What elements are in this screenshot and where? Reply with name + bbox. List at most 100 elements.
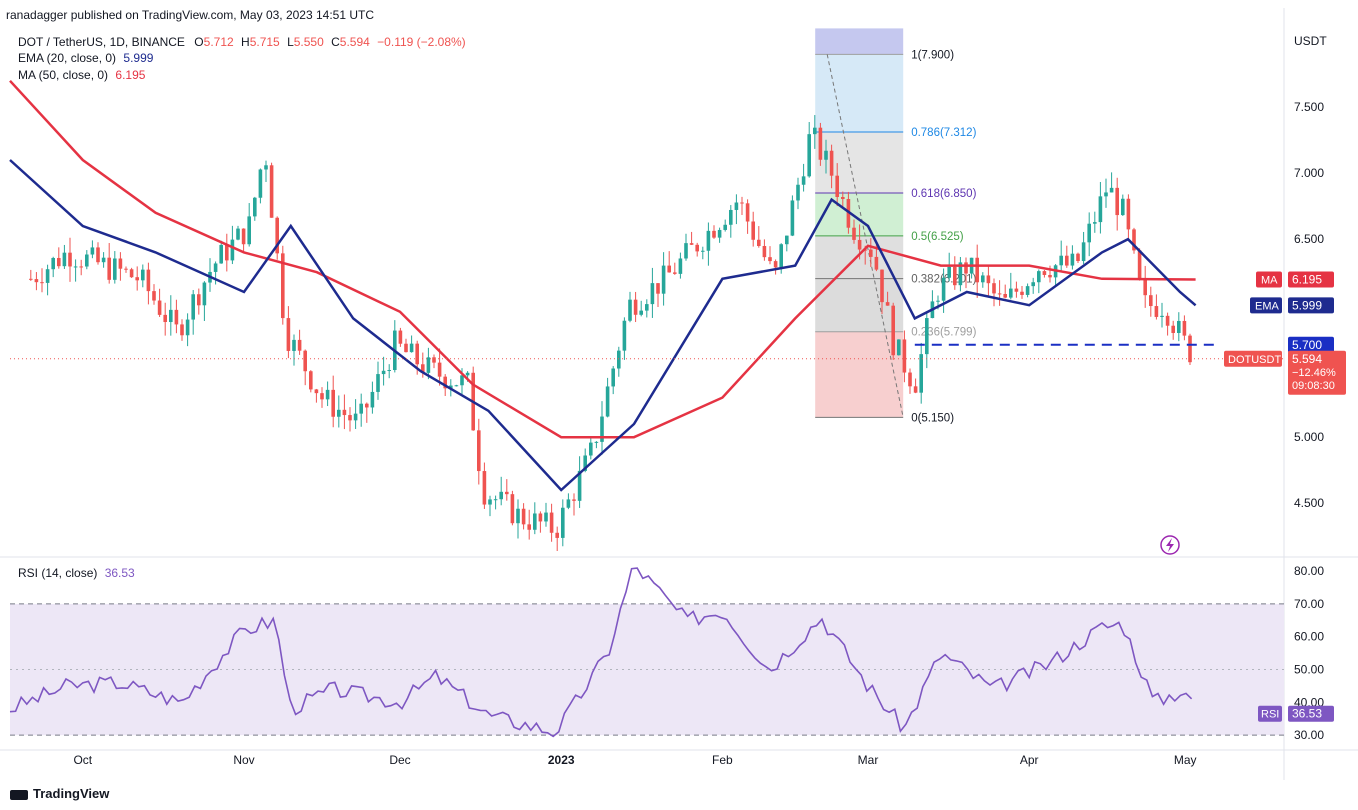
candle-body — [751, 221, 755, 240]
ema-price-tag-text: 5.999 — [1292, 298, 1322, 312]
candle-body — [1098, 196, 1103, 223]
candle-body — [678, 258, 683, 274]
candle-body — [796, 184, 800, 201]
time-tick-label: Nov — [233, 753, 254, 767]
candle-body — [129, 269, 134, 278]
price-tick-label: 4.500 — [1294, 496, 1324, 510]
candle-body — [1137, 250, 1142, 279]
candle-body — [717, 229, 722, 238]
rsi-tick-label: 60.00 — [1294, 630, 1324, 644]
candle-body — [1048, 274, 1052, 278]
candle-body — [986, 275, 991, 284]
candle-body — [712, 230, 716, 238]
candle-body — [247, 216, 251, 245]
time-tick-label: Apr — [1020, 753, 1039, 767]
candle-body — [493, 499, 498, 501]
candle-body — [908, 372, 912, 387]
fib-level-label: 0.618(6.850) — [911, 188, 976, 200]
ohlc-l-label: L — [287, 35, 294, 49]
rsi-tick-label: 70.00 — [1294, 597, 1324, 611]
candle-body — [673, 272, 677, 274]
price-tick-label: 7.500 — [1294, 100, 1324, 114]
candle-body — [1177, 320, 1181, 333]
candle-body — [241, 228, 246, 245]
candle-body — [163, 314, 167, 323]
price-tick-label: 7.000 — [1294, 166, 1324, 180]
candle-body — [857, 239, 862, 250]
candle-body — [897, 339, 901, 356]
candle-body — [1037, 271, 1041, 283]
last-price-countdown: 09:08:30 — [1292, 380, 1335, 392]
fib-trend-line — [826, 54, 904, 418]
candle-body — [549, 512, 554, 533]
candle-body — [846, 199, 851, 228]
ohlc-change: −0.119 (−2.08%) — [377, 35, 466, 49]
candle-body — [29, 278, 33, 280]
candle-body — [73, 266, 78, 268]
candle-body — [913, 386, 918, 393]
candle-body — [443, 376, 447, 389]
candles-group — [29, 115, 1192, 551]
candle-body — [605, 386, 610, 417]
candle-body — [1020, 291, 1024, 295]
price-tick-label: 5.000 — [1294, 430, 1324, 444]
candle-body — [919, 354, 923, 393]
ohlc-c-label: C — [331, 35, 340, 49]
candle-body — [740, 202, 744, 204]
candle-body — [516, 508, 520, 524]
candle-body — [286, 318, 291, 351]
last-price-tag — [1288, 350, 1346, 395]
candle-body — [421, 364, 425, 373]
candle-body — [639, 310, 643, 315]
candle-body — [135, 277, 139, 281]
candle-body — [1070, 253, 1075, 266]
last-price-value: 5.594 — [1292, 352, 1322, 366]
candle-body — [600, 416, 604, 442]
candle-body — [824, 150, 828, 160]
ema-legend-label: EMA (20, close, 0) — [18, 51, 117, 65]
candle-body — [415, 343, 419, 365]
candle-body — [398, 330, 403, 344]
candle-body — [1126, 198, 1131, 230]
candle-body — [1149, 295, 1153, 307]
candle-body — [1154, 306, 1159, 317]
candle-body — [801, 176, 806, 185]
tradingview-brand-label: TradingView — [33, 786, 110, 801]
candle-body — [409, 343, 414, 353]
candle-body — [852, 227, 856, 240]
tradingview-logo-icon — [10, 789, 28, 800]
tradingview-brand[interactable]: TradingView — [10, 786, 109, 801]
candle-body — [874, 256, 879, 270]
rsi-legend: RSI (14, close) 36.53 — [18, 566, 135, 580]
ohlc-low: 5.550 — [293, 35, 324, 49]
candle-body — [68, 252, 72, 267]
candle-body — [925, 318, 929, 355]
fib-level-label: 0(5.150) — [911, 412, 954, 424]
candle-body — [869, 249, 873, 257]
candle-body — [314, 389, 319, 394]
candle-body — [297, 339, 302, 351]
candle-body — [505, 491, 509, 495]
candle-body — [185, 319, 190, 336]
candle-body — [1093, 222, 1097, 224]
candle-body — [650, 283, 655, 305]
rsi-tick-label: 80.00 — [1294, 564, 1324, 578]
candle-body — [387, 370, 391, 372]
candle-body — [936, 300, 940, 302]
candle-body — [258, 169, 263, 198]
candle-body — [465, 372, 470, 376]
symbol-legend: DOT / TetherUS, 1D, BINANCE O5.712 H5.71… — [18, 35, 466, 49]
candle-body — [281, 253, 285, 319]
candle-body — [124, 268, 128, 270]
rsi-legend-value: 36.53 — [104, 566, 135, 580]
candle-body — [1165, 315, 1170, 326]
ema-legend-value: 5.999 — [123, 51, 154, 65]
candle-body — [997, 293, 1002, 295]
candle-body — [521, 508, 526, 525]
ma-line — [9, 79, 1196, 439]
candle-body — [331, 389, 335, 417]
candle-body — [594, 441, 599, 443]
candle-body — [510, 494, 515, 524]
candle-body — [309, 371, 313, 390]
